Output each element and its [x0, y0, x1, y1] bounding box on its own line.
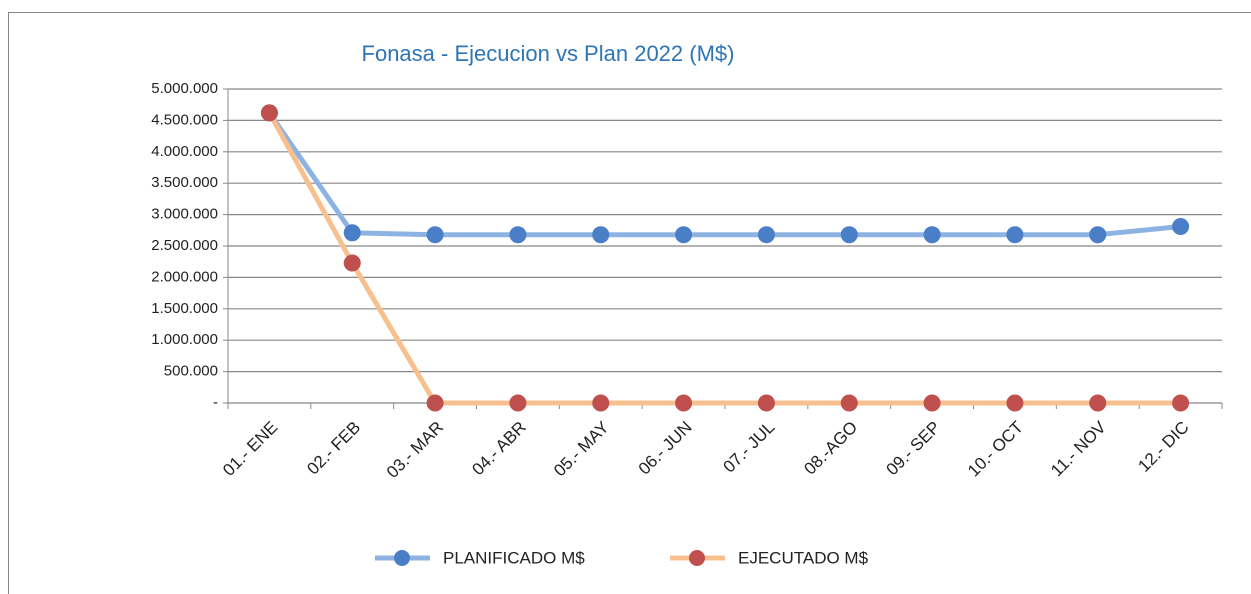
x-tick-label: 01.- ENE	[219, 418, 281, 480]
series-line	[267, 111, 1181, 238]
y-tick-label: 5.000.000	[151, 80, 218, 97]
point	[1172, 394, 1190, 412]
point	[923, 226, 941, 244]
chart-frame	[8, 12, 1251, 594]
point	[1006, 394, 1024, 412]
y-tick-label: 1.000.000	[151, 331, 218, 348]
y-tick-label: 4.000.000	[151, 143, 218, 160]
x-tick-label: 10.- OCT	[964, 418, 1027, 481]
y-tick-label: 500.000	[164, 363, 218, 380]
point	[592, 226, 610, 244]
y-tick-label: 2.000.000	[151, 268, 218, 285]
point	[1089, 226, 1107, 244]
legend-label: EJECUTADO M$	[738, 548, 869, 567]
legend-label: PLANIFICADO M$	[443, 548, 585, 567]
point	[840, 394, 858, 412]
point	[426, 226, 444, 244]
point	[1006, 226, 1024, 244]
point	[1172, 218, 1190, 236]
x-tick-label: 05.- MAY	[550, 418, 613, 481]
point	[509, 394, 527, 412]
x-tick-label: 12.- DIC	[1134, 418, 1192, 476]
series-line	[267, 111, 1181, 406]
x-tick-label: 09.- SEP	[883, 418, 945, 480]
x-tick-label: 08.-AGO	[800, 418, 861, 479]
point	[426, 394, 444, 412]
point	[757, 226, 775, 244]
point	[592, 394, 610, 412]
y-tick-label: 4.500.000	[151, 111, 218, 128]
y-tick-label: 3.500.000	[151, 174, 218, 191]
point	[757, 394, 775, 412]
point	[923, 394, 941, 412]
point	[1089, 394, 1107, 412]
y-tick-label: 2.500.000	[151, 237, 218, 254]
x-tick-label: 04.- ABR	[468, 418, 530, 480]
x-tick-label: 11.- NOV	[1047, 417, 1110, 480]
legend-marker	[689, 550, 705, 566]
x-tick-label: 06.- JUN	[635, 418, 696, 479]
point	[675, 394, 693, 412]
chart-title: Fonasa - Ejecucion vs Plan 2022 (M$)	[362, 41, 735, 66]
x-tick-label: 02.- FEB	[303, 418, 364, 479]
point	[675, 226, 693, 244]
legend-marker	[394, 550, 410, 566]
point	[343, 254, 361, 272]
x-tick-label: 07.- JUL	[720, 418, 779, 477]
point	[343, 224, 361, 242]
y-tick-label: 1.500.000	[151, 300, 218, 317]
y-tick-label: -	[213, 394, 218, 411]
point	[509, 226, 527, 244]
point	[840, 226, 858, 244]
point	[260, 104, 278, 122]
x-tick-label: 03.- MAR	[383, 418, 447, 482]
y-tick-label: 3.000.000	[151, 206, 218, 223]
